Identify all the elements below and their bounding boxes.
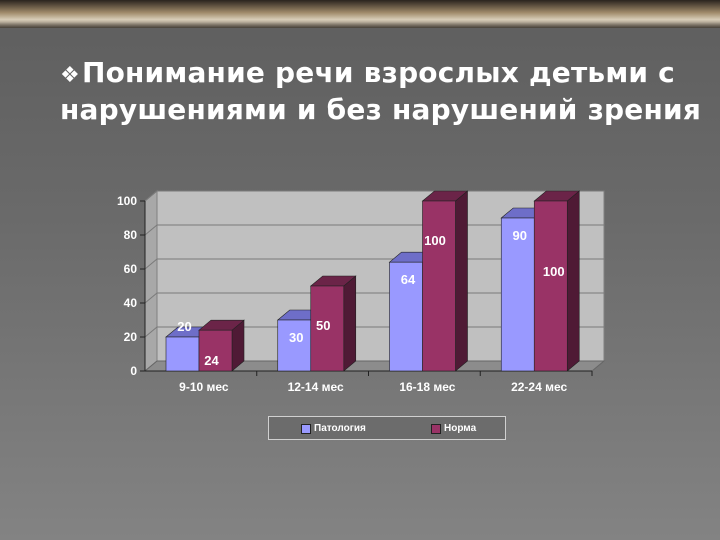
bar-series1 [278, 320, 311, 371]
data-label-series1: 20 [177, 319, 191, 334]
plot-side-wall [145, 191, 157, 371]
bar-side-face [456, 191, 468, 371]
data-label-series1: 90 [513, 228, 527, 243]
data-label-series2: 100 [543, 264, 565, 279]
legend-label-series1: Патология [314, 423, 366, 434]
bar-side-face [567, 191, 579, 371]
y-tick-label: 40 [124, 296, 138, 310]
y-tick-label: 0 [130, 364, 137, 378]
data-label-series2: 50 [316, 318, 330, 333]
legend-item-series1: Патология [301, 423, 366, 434]
bar-side-face [344, 276, 356, 371]
x-tick-label: 12-14 мес [288, 380, 344, 394]
y-tick-label: 80 [124, 228, 138, 242]
x-tick-label: 22-24 мес [511, 380, 567, 394]
legend-item-series2: Норма [431, 423, 476, 434]
data-label-series1: 64 [401, 272, 416, 287]
data-label-series2: 24 [204, 353, 219, 368]
x-tick-label: 16-18 мес [399, 380, 455, 394]
x-tick-label: 9-10 мес [179, 380, 229, 394]
chart-legend: Патология Норма [268, 416, 506, 440]
y-tick-label: 20 [124, 330, 138, 344]
bar-series2 [534, 201, 567, 371]
data-label-series2: 100 [424, 233, 446, 248]
bar-series1 [166, 337, 199, 371]
y-tick-label: 100 [117, 194, 137, 208]
legend-swatch-series2 [431, 424, 441, 434]
data-label-series1: 30 [289, 330, 303, 345]
legend-label-series2: Норма [444, 423, 476, 434]
y-tick-label: 60 [124, 262, 138, 276]
legend-swatch-series1 [301, 424, 311, 434]
bar-series2 [423, 201, 456, 371]
